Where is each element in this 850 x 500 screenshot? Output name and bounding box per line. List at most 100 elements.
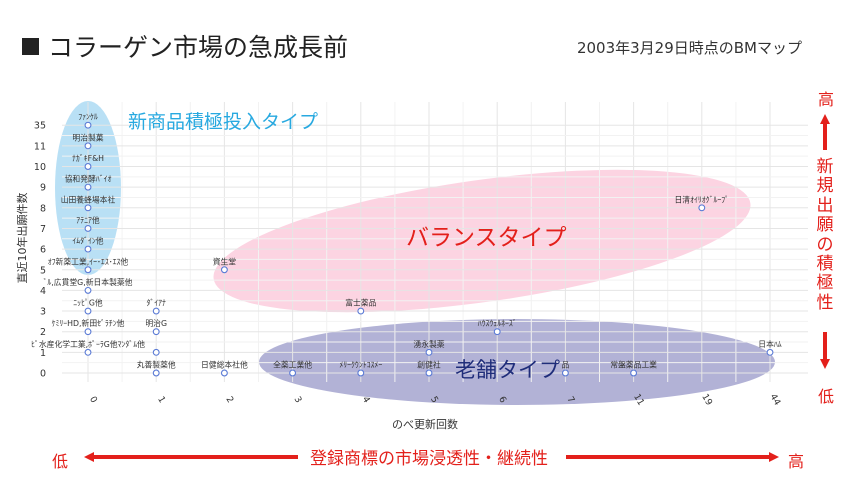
x-tick-label: 4 xyxy=(360,395,372,405)
vertical-axis-title-char: 願 xyxy=(816,215,834,236)
axis-title-layer: のべ更新回数 直近10年出願件数 xyxy=(15,193,458,432)
y-tick-label: 0 xyxy=(40,369,46,380)
balance-zone xyxy=(213,169,751,313)
established-zone-label: 老舗タイプ xyxy=(455,358,560,382)
vertical-axis-title-char: 新 xyxy=(816,157,834,177)
x-tick-label: 19 xyxy=(699,393,714,408)
data-point-label: ｵﾌ新薬工業,ｲｰ･ｴｽ･ｴｽ他 xyxy=(48,256,129,266)
data-point-label: ﾅｶﾞｷF&H xyxy=(72,154,104,163)
data-point xyxy=(766,348,774,356)
x-tick-label: 3 xyxy=(292,395,304,405)
y-tick-label: 1 xyxy=(40,348,46,359)
y-tick-label: 11 xyxy=(34,141,46,152)
data-point xyxy=(357,369,365,377)
vertical-high-label: 高 xyxy=(818,90,835,109)
vertical-axis-title-char: 積 xyxy=(816,254,834,275)
data-point xyxy=(152,348,160,356)
data-point xyxy=(84,121,92,129)
data-point xyxy=(84,183,92,191)
y-tick-label: 9 xyxy=(40,183,46,194)
x-tick-label: 0 xyxy=(87,395,99,405)
x-tick-label: 2 xyxy=(223,395,235,405)
data-point-label: 常盤薬品工業 xyxy=(610,360,657,370)
data-point xyxy=(84,286,92,294)
data-point-label: 創健社 xyxy=(417,360,441,370)
data-point xyxy=(220,266,228,274)
data-point xyxy=(152,328,160,336)
data-point-label: 富士薬品 xyxy=(345,298,376,308)
x-tick-label: 5 xyxy=(428,395,440,405)
data-point xyxy=(84,225,92,232)
data-point-label: 全薬工業他 xyxy=(273,360,312,370)
vertical-axis-title-char: 性 xyxy=(816,292,834,313)
zones-layer xyxy=(55,101,775,405)
data-point-label: 資生堂 xyxy=(213,256,237,266)
data-point-label: 湧永製薬 xyxy=(413,339,444,349)
points-layer: ﾌｧﾝｹﾙ 明治製菓 ﾅｶﾞｷF&H 協和発酵ﾊﾞｲｵ 山田養蜂場本社 ｱﾃﾆｱ他 ｲﾑﾀﾞ… xyxy=(31,113,782,377)
arrow-layer xyxy=(84,114,830,462)
data-point-label: 日清ｵｲﾘｵｸﾞﾙｰﾌﾟ xyxy=(675,194,730,204)
y-tick-label: 10 xyxy=(34,162,46,173)
established-zone xyxy=(259,319,775,405)
data-point xyxy=(84,328,92,336)
data-point-label: ﾞﾙ,広貫堂G,新日本製薬他 xyxy=(44,277,133,287)
y-tick-label: 35 xyxy=(34,121,46,132)
data-point xyxy=(357,307,365,315)
data-point xyxy=(493,328,501,336)
data-point xyxy=(425,369,433,377)
data-point-label: ﾊｳｽｳｪﾙﾈｰｽﾞ xyxy=(478,319,517,328)
data-point-label: ﾀﾞｲｱﾅ xyxy=(146,299,166,308)
vertical-axis-title-char: 出 xyxy=(816,195,834,216)
horizontal-low-label: 低 xyxy=(52,452,69,471)
data-point xyxy=(84,142,92,150)
data-point xyxy=(84,245,92,253)
data-point xyxy=(630,369,638,377)
chart-subtitle: 2003年3月29日時点のBMマップ xyxy=(576,39,802,57)
x-axis-label: のべ更新回数 xyxy=(392,417,458,431)
data-point xyxy=(152,369,160,377)
data-point-label: 丸善製薬他 xyxy=(137,360,176,370)
chart-title: コラーゲン市場の急成長前 xyxy=(22,28,348,64)
x-tick-label: 1 xyxy=(155,395,167,405)
data-point-label: 品 xyxy=(562,361,570,370)
x-tick-label: 6 xyxy=(496,395,508,405)
data-point-label: ｲﾑﾀﾞｲﾝ他 xyxy=(72,236,103,246)
data-point xyxy=(220,369,228,377)
x-tick-label: 44 xyxy=(768,393,783,408)
y-tick-label: 3 xyxy=(40,307,46,318)
data-point xyxy=(84,204,92,212)
y-axis-label: 直近10年出願件数 xyxy=(15,193,29,284)
data-point-label: ｱﾃﾆｱ他 xyxy=(76,215,100,225)
y-tick-label: 5 xyxy=(40,265,46,276)
data-point-label: 明治製菓 xyxy=(72,132,103,142)
vertical-low-label: 低 xyxy=(818,387,835,406)
data-point xyxy=(84,266,92,274)
y-tick-label: 6 xyxy=(40,245,46,256)
new-product-zone-label: 新商品積極投入タイプ xyxy=(128,111,318,133)
data-point xyxy=(289,369,297,377)
data-point-label: ﾆｯﾋﾟG他 xyxy=(73,298,103,308)
y-tick-label: 7 xyxy=(40,224,46,235)
data-point-label: ﾒﾘｰｸｳﾝﾄｺｽﾒｰ xyxy=(339,361,382,370)
vertical-axis-title: 新規出願の積極性 xyxy=(809,157,841,313)
title-square-icon xyxy=(22,38,39,55)
x-tick-label: 11 xyxy=(631,393,645,408)
data-point xyxy=(84,307,92,315)
chart-title-text: コラーゲン市場の急成長前 xyxy=(48,33,349,62)
y-tick-label: 4 xyxy=(40,286,46,297)
data-point xyxy=(425,348,433,356)
vertical-axis-title-char: の xyxy=(816,234,834,255)
y-tick-label: 2 xyxy=(40,327,46,338)
data-point-label: ｹﾐﾘｰHD,新田ｾﾞﾗﾁﾝ他 xyxy=(52,318,125,328)
vertical-axis-title-char: 規 xyxy=(816,176,834,197)
ticks-layer: 0 1 2 3 4 5 6 7 11 19 44 0 1 2 3 4 5 6 7 8 9 10 11 35 xyxy=(34,121,782,408)
vertical-axis-title-char: 極 xyxy=(816,273,834,294)
data-point xyxy=(698,204,706,212)
data-point-label: ﾌｧﾝｹﾙ xyxy=(78,113,98,122)
grid-layer xyxy=(62,102,808,382)
horizontal-high-label: 高 xyxy=(788,452,805,471)
x-tick-label: 7 xyxy=(564,395,576,405)
data-point-label: 山田養蜂場本社 xyxy=(61,194,116,204)
